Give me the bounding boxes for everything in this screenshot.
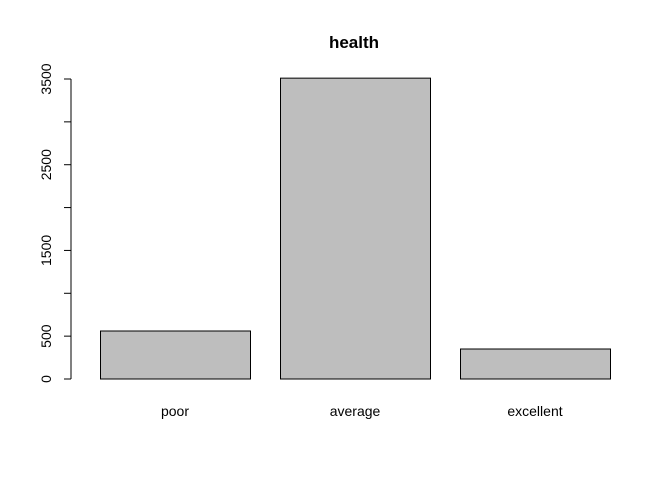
bar-average: [280, 77, 431, 380]
bar-poor: [100, 330, 251, 380]
x-axis-labels: poor average excellent: [161, 403, 563, 419]
y-tick-label: 2500: [38, 149, 54, 180]
y-tick-label: 1500: [38, 235, 54, 266]
bar-excellent: [460, 348, 611, 380]
chart-title: health: [329, 33, 379, 52]
y-axis: 0 500 1500 2500 3500: [38, 63, 72, 383]
y-tick-label: 500: [38, 324, 54, 348]
y-tick-label: 3500: [38, 63, 54, 94]
y-tick-label: 0: [38, 375, 54, 383]
x-tick-label-excellent: excellent: [507, 403, 562, 419]
x-tick-label-average: average: [330, 403, 381, 419]
bars: [100, 77, 611, 380]
x-tick-label-poor: poor: [161, 403, 189, 419]
